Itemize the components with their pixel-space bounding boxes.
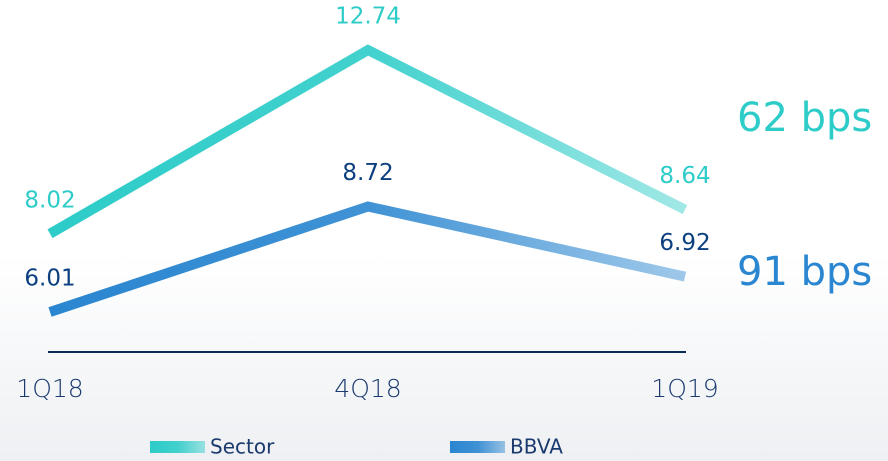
data-label: 8.02 xyxy=(24,187,75,213)
data-label: 12.74 xyxy=(335,4,401,30)
x-tick-label: 1Q18 xyxy=(16,374,83,403)
legend-label: BBVA xyxy=(510,435,563,459)
x-tick-label: 1Q19 xyxy=(651,374,718,403)
legend-swatch xyxy=(450,441,505,453)
annotation: 91 bps xyxy=(737,249,872,295)
series-line xyxy=(47,44,688,239)
legend-label: Sector xyxy=(210,435,275,459)
annotation: 62 bps xyxy=(737,95,872,141)
legend-swatch xyxy=(150,441,205,453)
data-label: 8.72 xyxy=(342,160,393,186)
series-line xyxy=(48,201,687,317)
data-label: 6.92 xyxy=(659,230,710,256)
x-tick-label: 4Q18 xyxy=(334,374,401,403)
data-label: 8.64 xyxy=(659,163,710,189)
data-label: 6.01 xyxy=(24,266,75,292)
